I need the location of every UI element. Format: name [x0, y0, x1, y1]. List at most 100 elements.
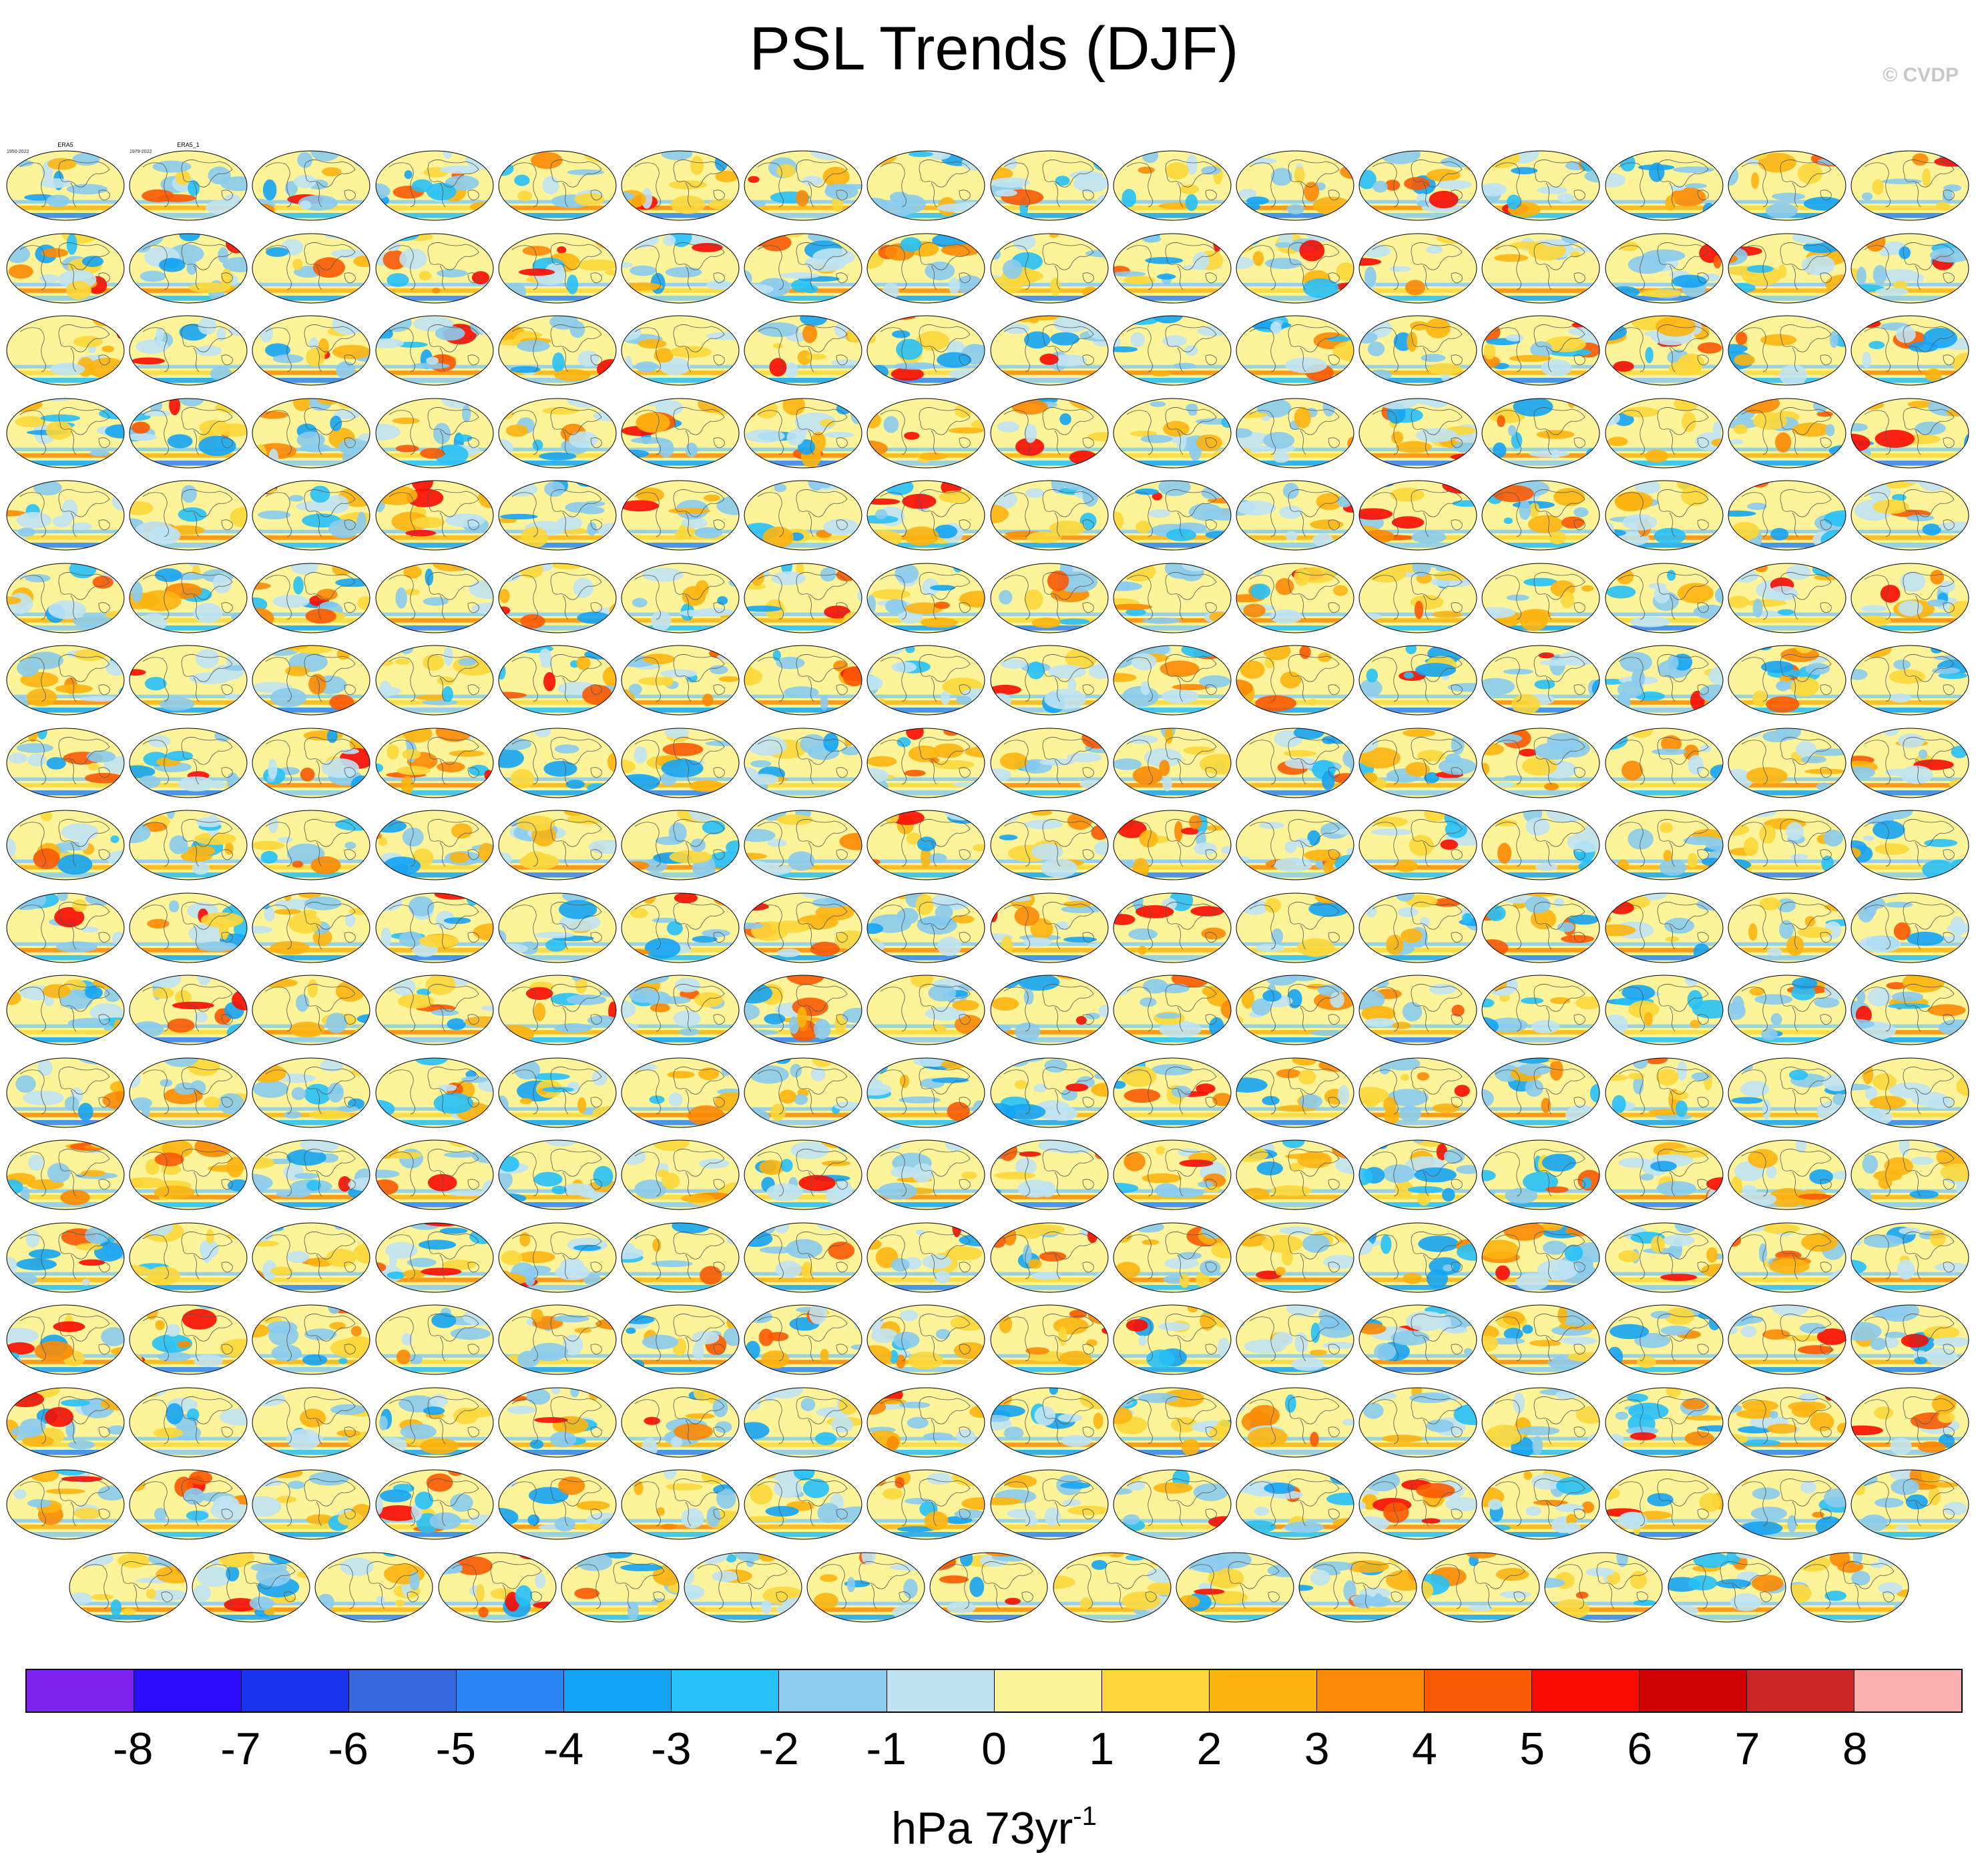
- map-anomaly-blob: [181, 485, 197, 503]
- map-anomaly-blob: [798, 439, 816, 455]
- map-anomaly-blob: [991, 152, 1000, 171]
- map-anomaly-blob: [655, 400, 684, 416]
- map-anomaly-blob: [1878, 1176, 1893, 1189]
- map-band: [1113, 872, 1231, 878]
- model-panel: [1235, 306, 1355, 386]
- map-anomaly-blob: [326, 729, 338, 744]
- map-band: [867, 1202, 985, 1208]
- map-band: [1113, 1120, 1231, 1125]
- map-anomaly-blob: [1152, 316, 1184, 324]
- map-anomaly-blob: [329, 1322, 346, 1330]
- map-anomaly-blob: [1243, 603, 1266, 617]
- map-anomaly-blob: [689, 780, 724, 792]
- map-anomaly-blob: [60, 1189, 90, 1206]
- map-band: [867, 694, 985, 698]
- map-band: [991, 790, 1108, 796]
- map-band: [499, 612, 616, 616]
- model-panel: [989, 389, 1109, 469]
- map-anomaly-blob: [335, 361, 356, 379]
- map-band: [376, 206, 493, 210]
- map-anomaly-blob: [1417, 200, 1429, 207]
- map-anomaly-blob: [403, 565, 422, 579]
- map-anomaly-blob: [867, 676, 883, 691]
- map-band: [130, 447, 247, 451]
- map-anomaly-blob: [407, 1258, 437, 1268]
- map-band: [1605, 543, 1723, 548]
- map-anomaly-blob: [1186, 403, 1198, 413]
- model-panel: [866, 224, 986, 304]
- map-anomaly-blob: [1397, 907, 1419, 918]
- map-anomaly-blob: [1689, 316, 1716, 322]
- map-band: [252, 543, 370, 548]
- trend-map: [252, 892, 370, 963]
- model-panel: [620, 224, 740, 304]
- map-anomaly-blob: [1364, 266, 1377, 288]
- map-anomaly-blob: [778, 1089, 796, 1104]
- map-anomaly-blob: [1519, 500, 1531, 520]
- map-anomaly-blob: [1152, 1064, 1193, 1075]
- map-anomaly-blob: [1401, 1073, 1409, 1081]
- map-anomaly-blob: [210, 366, 232, 381]
- model-panel: [497, 224, 617, 304]
- model-panel: [128, 1131, 248, 1211]
- map-anomaly-blob: [258, 978, 298, 988]
- coastlines: [265, 407, 356, 455]
- map-anomaly-blob: [1614, 491, 1648, 512]
- map-band: [252, 461, 370, 466]
- trend-map: [990, 1304, 1109, 1375]
- map-anomaly-blob: [1113, 758, 1142, 770]
- trend-map: [744, 1057, 862, 1128]
- map-band: [867, 1285, 985, 1290]
- map-band: [744, 296, 862, 301]
- map-anomaly-blob: [948, 427, 984, 434]
- map-band: [1851, 1202, 1969, 1208]
- map-anomaly-blob: [1892, 494, 1907, 501]
- map-anomaly-blob: [1294, 407, 1311, 429]
- map-anomaly-blob: [539, 452, 577, 461]
- model-panel: [866, 966, 986, 1046]
- map-anomaly-blob: [9, 728, 18, 732]
- map-anomaly-blob: [200, 912, 244, 928]
- trend-map: [866, 1057, 985, 1128]
- trend-map: [129, 645, 248, 716]
- trend-map: [1605, 150, 1724, 221]
- map-anomaly-blob: [25, 1230, 40, 1248]
- map-border: [1605, 480, 1724, 551]
- trend-map: [1358, 233, 1477, 304]
- map-anomaly-blob: [423, 654, 445, 671]
- coastlines: [1618, 160, 1709, 208]
- map-anomaly-blob: [1238, 188, 1257, 199]
- map-border: [866, 398, 985, 469]
- map-band: [1236, 1202, 1354, 1208]
- map-anomaly-blob: [1142, 236, 1162, 243]
- map-anomaly-blob: [1049, 520, 1086, 536]
- model-panel: [1727, 801, 1847, 881]
- map-anomaly-blob: [79, 1259, 105, 1266]
- map-anomaly-blob: [630, 265, 657, 276]
- map-anomaly-blob: [1195, 418, 1231, 425]
- map-anomaly-blob: [1523, 577, 1558, 587]
- map-anomaly-blob: [1606, 1224, 1625, 1231]
- map-band: [991, 625, 1108, 631]
- map-anomaly-blob: [1179, 1159, 1214, 1167]
- map-band: [499, 461, 616, 466]
- map-anomaly-blob: [622, 1148, 646, 1165]
- coastlines: [1249, 324, 1340, 372]
- map-border: [866, 315, 985, 386]
- map-anomaly-blob: [1934, 1262, 1969, 1272]
- trend-map: [1481, 1057, 1600, 1128]
- map-anomaly-blob: [533, 728, 551, 738]
- map-anomaly-blob: [434, 893, 473, 900]
- trend-map: [866, 975, 985, 1045]
- map-border: [990, 728, 1109, 798]
- trend-map: [1481, 1139, 1600, 1210]
- map-anomaly-blob: [1465, 162, 1477, 171]
- map-anomaly-blob: [828, 1242, 855, 1260]
- map-border: [252, 728, 370, 798]
- map-border: [375, 728, 494, 798]
- map-band: [252, 790, 370, 796]
- trend-map: [6, 1304, 125, 1375]
- map-anomaly-blob: [776, 814, 813, 825]
- map-anomaly-blob: [465, 1016, 493, 1027]
- map-anomaly-blob: [1670, 185, 1686, 191]
